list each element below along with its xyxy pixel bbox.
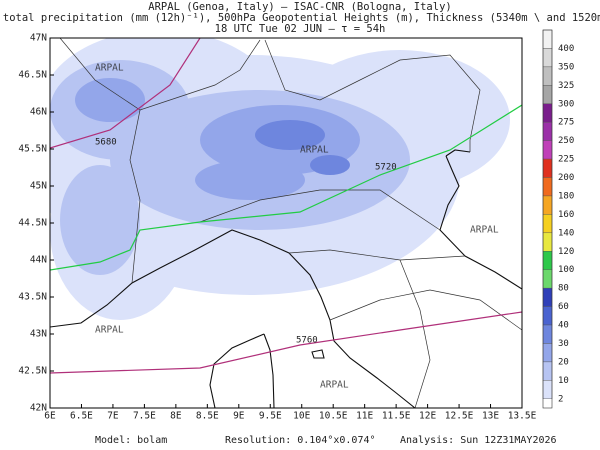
footer-analysis: Analysis: Sun 12Z31MAY2026: [400, 435, 557, 446]
colorbar-label: 80: [558, 284, 569, 294]
colorbar-swatch: [542, 306, 553, 326]
lon-label: 7.5E: [133, 411, 156, 422]
colorbar-swatch: [542, 48, 553, 68]
colorbar-swatch: [542, 324, 553, 344]
colorbar-label: 300: [558, 99, 574, 109]
colorbar-swatch: [542, 158, 553, 178]
contour-label: 5680: [95, 138, 117, 148]
header-title: ARPAL (Genoa, Italy) – ISAC-CNR (Bologna…: [148, 1, 451, 13]
watermark: ARPAL: [95, 63, 124, 74]
lat-label: 45.5N: [18, 144, 47, 155]
colorbar-label: 60: [558, 302, 569, 312]
lon-label: 6E: [44, 411, 56, 422]
lon-label: 10.5E: [319, 411, 348, 422]
map-area: 5680 5720 5760 ARPAL ARPAL ARPAL ARPAL A…: [50, 38, 522, 408]
lat-label: 46N: [30, 107, 47, 118]
colorbar-frame: [542, 29, 553, 409]
precipitation: [50, 38, 510, 320]
lon-label: 8.5E: [196, 411, 219, 422]
colorbar-label: 30: [558, 339, 569, 349]
colorbar-swatch: [542, 251, 553, 270]
watermark: ARPAL: [470, 225, 499, 236]
lon-label: 12.5E: [445, 411, 474, 422]
colorbar-label: 2: [558, 394, 563, 404]
colorbar-swatch: [542, 287, 553, 307]
watermark: ARPAL: [300, 145, 329, 156]
colorbar-swatch: [542, 140, 553, 160]
lat-label: 46.5N: [18, 70, 47, 81]
footer-resolution: Resolution: 0.104°x0.074°: [225, 435, 376, 446]
colorbar-label: 100: [558, 265, 574, 275]
colorbar-label: 325: [558, 81, 574, 91]
colorbar-swatch: [542, 361, 553, 381]
lon-label: 9E: [233, 411, 245, 422]
lat-label: 43N: [30, 329, 47, 340]
header-subtitle: 12h total precipitation (mm (12h)⁻¹), 50…: [0, 12, 600, 24]
colorbar-label: 40: [558, 321, 569, 331]
colorbar-swatch: [542, 232, 553, 252]
colorbar-label: 400: [558, 44, 574, 54]
header-time: 18 UTC Tue 02 JUN – τ = 54h: [215, 23, 386, 35]
colorbar-label: 10: [558, 376, 569, 386]
colorbar-label: 225: [558, 155, 574, 165]
colorbar-label: 180: [558, 191, 574, 201]
colorbar-label: 140: [558, 228, 574, 238]
colorbar-label: 20: [558, 357, 569, 367]
colorbar-swatch: [542, 29, 553, 49]
colorbar-swatch: [542, 121, 553, 141]
lon-label: 12E: [419, 411, 436, 422]
lon-label: 9.5E: [259, 411, 282, 422]
colorbar-label: 120: [558, 247, 574, 257]
colorbar-swatch: [542, 85, 553, 104]
watermark: ARPAL: [320, 380, 349, 391]
colorbar-swatch: [542, 380, 553, 399]
colorbar-label: 160: [558, 210, 574, 220]
colorbar-swatch: [542, 269, 553, 289]
colorbar-swatch: [542, 66, 553, 86]
lat-label: 42N: [30, 403, 47, 414]
colorbar-label: 350: [558, 62, 574, 72]
lat-label: 44.5N: [18, 218, 47, 229]
lat-label: 45N: [30, 181, 47, 192]
lat-label: 44N: [30, 255, 47, 266]
colorbar-swatch: [542, 195, 553, 215]
colorbar-swatch: [542, 177, 553, 197]
lat-label: 43.5N: [18, 292, 47, 303]
contour-label: 5720: [375, 163, 397, 173]
watermark: ARPAL: [95, 325, 124, 336]
lon-label: 8E: [170, 411, 182, 422]
contours: [50, 38, 522, 374]
lon-label: 10E: [293, 411, 310, 422]
lon-label: 7E: [107, 411, 119, 422]
lon-label: 13E: [482, 411, 499, 422]
colorbar-label: 275: [558, 118, 574, 128]
colorbar-label: 250: [558, 136, 574, 146]
lon-label: 11E: [356, 411, 373, 422]
colorbar-swatch: [542, 103, 553, 123]
contour-label: 5760: [296, 336, 318, 346]
lon-label: 11.5E: [382, 411, 411, 422]
lon-label: 6.5E: [70, 411, 93, 422]
lat-label: 47N: [30, 33, 47, 44]
colorbar-swatch: [542, 343, 553, 363]
colorbar-label: 200: [558, 173, 574, 183]
borders: [59, 38, 522, 408]
footer-model: Model: bolam: [95, 435, 167, 446]
lon-label: 13.5E: [508, 411, 537, 422]
lat-label: 42.5N: [18, 366, 47, 377]
colorbar-swatch: [542, 214, 553, 234]
